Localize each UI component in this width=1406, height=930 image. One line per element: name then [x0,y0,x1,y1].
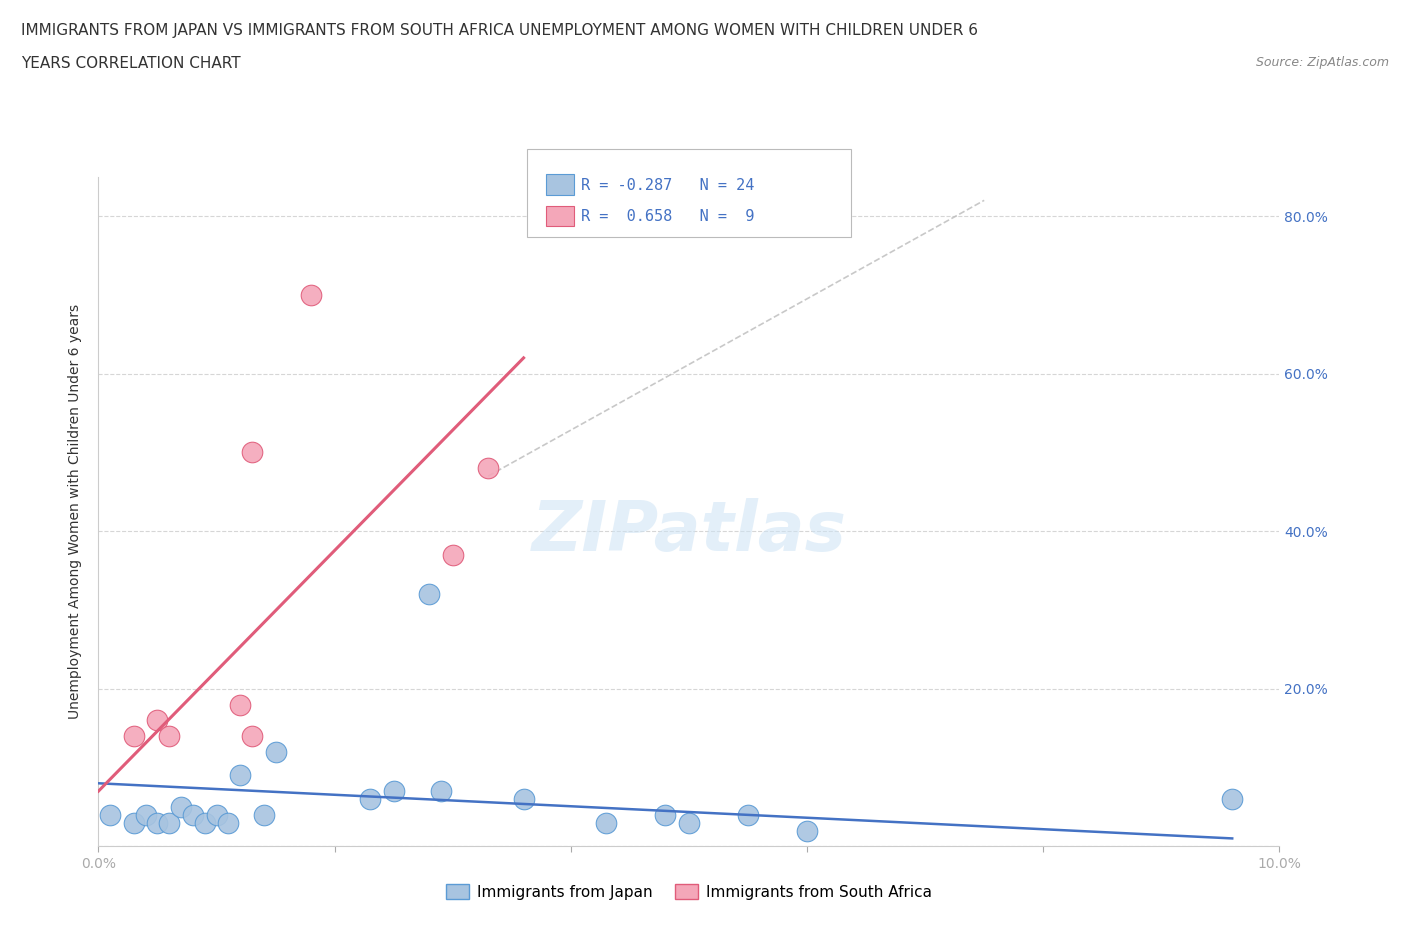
Point [477,460,499,475]
Point [430,784,453,799]
Point [441,548,464,563]
Point [122,816,145,830]
Point [418,587,440,602]
Point [654,807,676,822]
Point [382,784,405,799]
Point [194,816,217,830]
Point [157,728,180,743]
Legend: Immigrants from Japan, Immigrants from South Africa: Immigrants from Japan, Immigrants from S… [440,877,938,906]
Point [737,807,759,822]
Point [240,728,263,743]
Point [181,807,204,822]
Point [299,287,322,302]
Point [1220,791,1243,806]
Point [229,768,252,783]
Point [229,698,252,712]
Text: ZIPatlas: ZIPatlas [531,498,846,565]
Point [512,791,534,806]
Text: R = -0.287   N = 24: R = -0.287 N = 24 [581,178,754,193]
Text: R =  0.658   N =  9: R = 0.658 N = 9 [581,209,754,224]
Point [205,807,228,822]
Point [157,816,180,830]
Point [796,823,818,838]
Y-axis label: Unemployment Among Women with Children Under 6 years: Unemployment Among Women with Children U… [69,304,83,719]
Point [217,816,239,830]
Point [122,728,145,743]
Point [359,791,381,806]
Point [98,807,121,822]
Point [146,816,169,830]
Point [170,800,193,815]
Point [135,807,157,822]
Point [678,816,700,830]
Point [253,807,276,822]
Text: IMMIGRANTS FROM JAPAN VS IMMIGRANTS FROM SOUTH AFRICA UNEMPLOYMENT AMONG WOMEN W: IMMIGRANTS FROM JAPAN VS IMMIGRANTS FROM… [21,23,979,38]
Point [264,744,287,759]
Point [595,816,617,830]
Point [146,712,169,727]
Point [240,445,263,459]
Text: Source: ZipAtlas.com: Source: ZipAtlas.com [1256,56,1389,69]
Text: YEARS CORRELATION CHART: YEARS CORRELATION CHART [21,56,240,71]
